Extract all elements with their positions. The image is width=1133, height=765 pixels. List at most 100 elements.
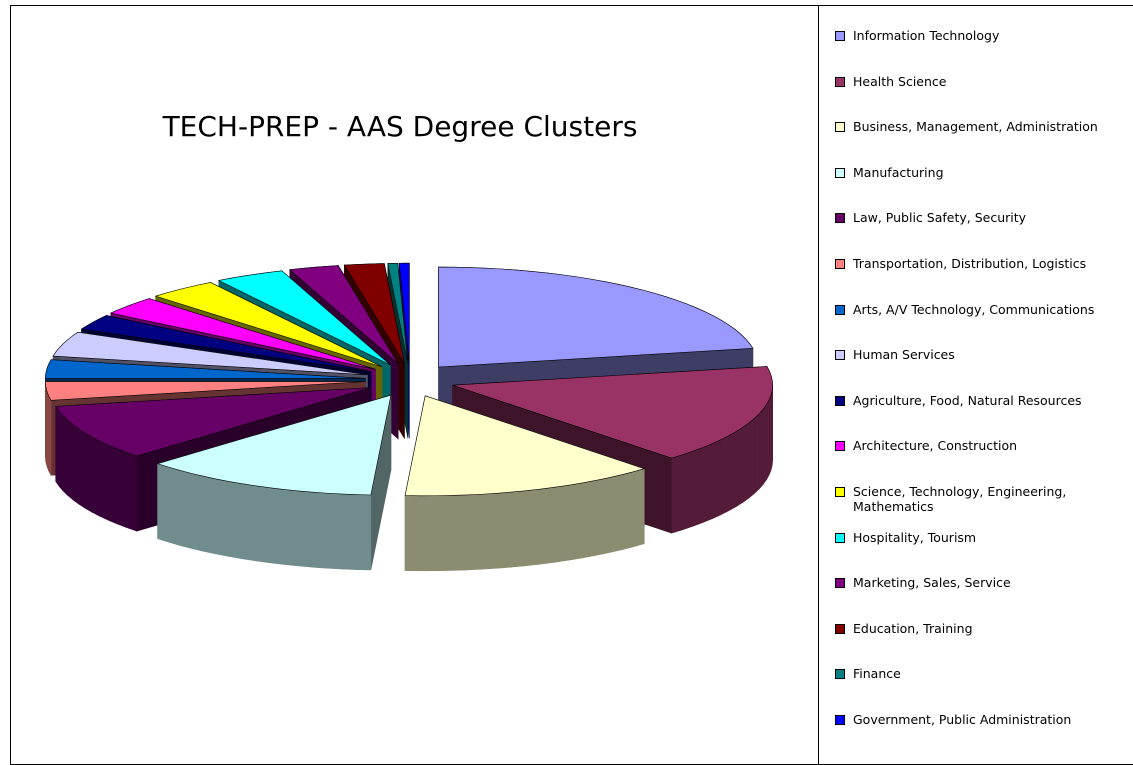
legend-item: Hospitality, Tourism [831, 530, 1133, 545]
slice-side [158, 464, 169, 542]
legend-label: Arts, A/V Technology, Communications [853, 302, 1094, 317]
legend-item: Architecture, Construction [831, 438, 1133, 453]
slice-side [405, 496, 420, 571]
slice-side [451, 495, 466, 571]
legend-item: Business, Management, Administration [831, 119, 1133, 134]
slice-side [712, 440, 721, 519]
slice-side [67, 420, 72, 499]
slice-side [341, 494, 356, 570]
slice-side [526, 489, 540, 566]
legend-label: Marketing, Sales, Service [853, 575, 1011, 590]
slice-side [608, 475, 620, 553]
legend-label: Agriculture, Food, Natural Resources [853, 393, 1082, 408]
slice-side [92, 437, 100, 516]
slice-side [729, 432, 736, 511]
slice-side [203, 476, 215, 554]
legend-label: Manufacturing [853, 165, 944, 180]
slice-side [297, 491, 312, 567]
slice-side [672, 455, 683, 533]
slice-side [763, 405, 766, 485]
slice-side [759, 409, 763, 489]
legend-label: Law, Public Safety, Security [853, 210, 1026, 225]
slice-side [108, 445, 117, 524]
legend-swatch [835, 122, 845, 132]
legend-swatch [835, 213, 845, 223]
legend-label: Hospitality, Tourism [853, 530, 976, 545]
legend-swatch [835, 305, 845, 315]
slice-side [569, 483, 583, 560]
slice-side [596, 478, 609, 556]
slice-side [168, 467, 179, 545]
legend-swatch [835, 624, 845, 634]
legend-item: Science, Technology, Engineering, Mathem… [831, 484, 1133, 514]
slice-side [100, 441, 108, 520]
legend-item: Arts, A/V Technology, Communications [831, 302, 1133, 317]
legend-item: Education, Training [831, 621, 1133, 636]
legend-label: Finance [853, 666, 901, 681]
legend-swatch [835, 669, 845, 679]
legend-label: Human Services [853, 347, 955, 362]
legend-item: Manufacturing [831, 165, 1133, 180]
legend-label: Science, Technology, Engineering, Mathem… [853, 484, 1133, 514]
legend-label: Transportation, Distribution, Logistics [853, 256, 1086, 271]
legend-swatch [835, 578, 845, 588]
legend-swatch [835, 715, 845, 725]
chart-title: TECH-PREP - AAS Degree Clusters [162, 110, 638, 143]
slice-side [512, 491, 527, 567]
legend-item: Agriculture, Food, Natural Resources [831, 393, 1133, 408]
legend-swatch [835, 396, 845, 406]
slice-side [283, 489, 297, 565]
slice-side [749, 418, 754, 497]
legend-item: Government, Public Administration [831, 712, 1133, 727]
slice-side [63, 416, 68, 495]
slice-side [179, 470, 191, 548]
slice-side [703, 444, 712, 523]
slice-side [541, 487, 555, 564]
slice-side [215, 479, 228, 556]
slice-side [693, 448, 703, 527]
slice-side [743, 423, 749, 502]
legend-label: Government, Public Administration [853, 712, 1071, 727]
legend-item: Marketing, Sales, Service [831, 575, 1133, 590]
slice-side [683, 451, 693, 530]
legend-swatch [835, 77, 845, 87]
legend-label: Health Science [853, 74, 946, 89]
slice-side [56, 406, 59, 486]
legend-label: Business, Management, Administration [853, 119, 1098, 134]
slice-side [59, 411, 63, 491]
slice-side [191, 473, 203, 551]
slice-side [497, 492, 512, 568]
legend: Information Technology Health Science Busi… [818, 5, 1133, 765]
slice-side [311, 492, 326, 568]
legend-label: Architecture, Construction [853, 438, 1017, 453]
legend-swatch [835, 533, 845, 543]
legend-swatch [835, 441, 845, 451]
slice-side [268, 488, 282, 565]
slice-side [228, 481, 241, 558]
slice-side [582, 480, 595, 557]
slice-side [621, 472, 633, 550]
legend-swatch [835, 168, 845, 178]
legend-item: Health Science [831, 74, 1133, 89]
slice-side [482, 493, 497, 569]
slice-side [555, 485, 569, 562]
slice-side [117, 449, 127, 528]
slice-side [436, 495, 451, 570]
slice-side [754, 414, 759, 494]
slice-side [356, 495, 371, 570]
slice-side [633, 469, 644, 547]
slice-side [466, 494, 481, 570]
legend-item: Human Services [831, 347, 1133, 362]
slice-side [78, 429, 85, 508]
slice-side [767, 400, 770, 480]
legend-swatch [835, 31, 845, 41]
slice-side [255, 486, 269, 563]
slice-side [241, 484, 254, 561]
legend-swatch [835, 487, 845, 497]
slice-side [85, 433, 92, 512]
legend-label: Information Technology [853, 28, 999, 43]
slice-side [326, 493, 341, 569]
legend-swatch [835, 259, 845, 269]
slice-side [736, 427, 743, 506]
